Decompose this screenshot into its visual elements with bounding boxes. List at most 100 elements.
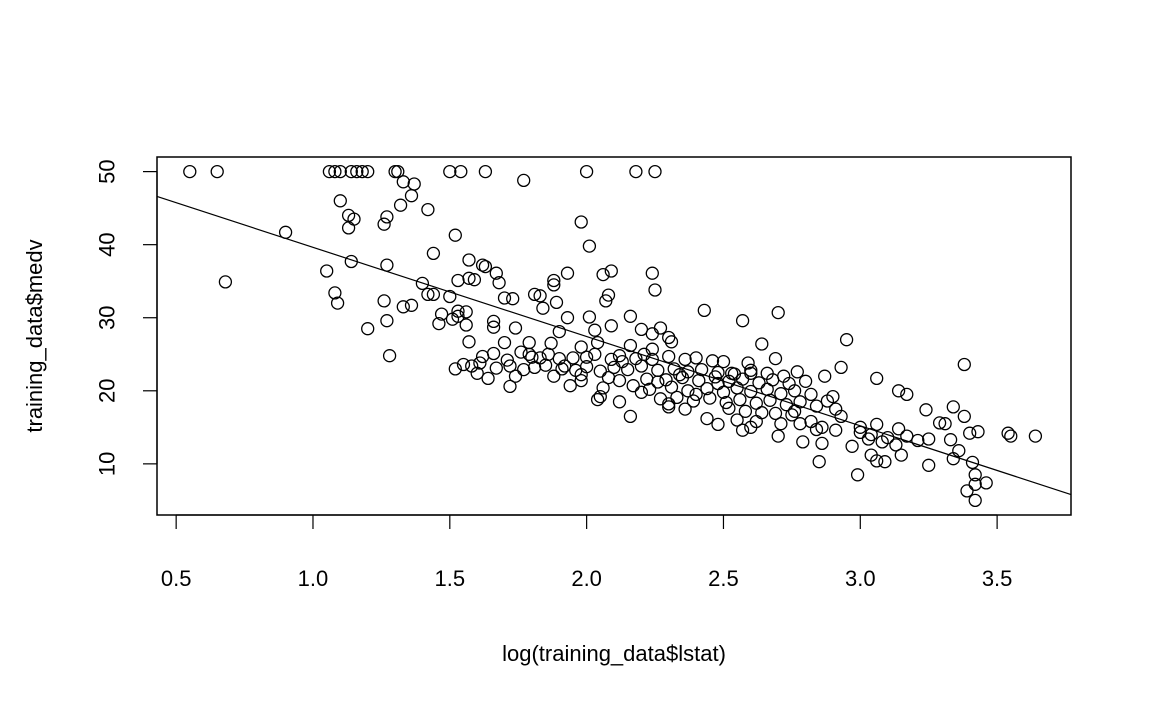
data-point [979,476,993,490]
data-point [574,215,588,229]
data-point [664,335,679,349]
data-point [922,432,936,446]
data-point [478,164,493,179]
data-point [946,400,960,414]
data-point [768,351,783,366]
y-axis: 10 20 30 40 50 [95,159,158,476]
data-point [503,359,517,373]
data-point [850,468,865,482]
data-point [673,368,687,382]
data-point [475,258,490,272]
data-point [779,398,794,412]
data-point [804,387,818,402]
data-point [626,379,640,393]
data-point [443,164,457,179]
data-point [612,373,627,388]
data-point [361,322,375,336]
y-tick-label: 30 [95,305,120,329]
data-point [506,292,520,306]
data-point [328,286,342,300]
data-point [634,385,649,399]
data-point [492,276,506,290]
data-point [834,360,848,375]
data-point [593,389,607,404]
data-point [787,404,802,418]
data-point [744,420,758,434]
data-point [393,198,408,212]
data-point [579,164,594,179]
data-point [678,402,692,416]
data-point [648,283,662,297]
x-tick-label: 3.5 [982,566,1013,591]
data-point [662,330,676,345]
x-tick-label: 1.0 [298,566,329,591]
data-point [350,164,364,179]
data-point [558,359,572,373]
data-point [957,357,971,372]
data-point [774,387,788,401]
data-point [481,371,495,386]
data-point [1004,429,1018,443]
data-point [763,393,777,407]
data-point [322,164,337,179]
data-point [462,335,476,349]
data-point [210,164,224,179]
data-point [733,392,747,407]
data-point [689,351,703,365]
data-point [960,484,974,498]
data-point [692,373,706,388]
data-point [582,310,597,324]
data-point [560,266,575,280]
data-point [1001,426,1015,440]
data-point [861,432,876,446]
data-point [725,366,739,380]
data-point [900,429,914,443]
data-point [183,164,197,179]
data-point [796,435,810,449]
data-point [593,364,607,378]
data-point [615,354,629,369]
data-point [459,318,473,332]
points-layer [183,164,1043,508]
data-point [473,356,487,370]
data-point [662,397,676,411]
data-point [391,164,405,179]
data-point [815,420,829,434]
data-point [771,429,785,443]
data-point [820,394,835,408]
data-point [443,289,457,304]
data-point [328,164,342,179]
data-point [533,289,547,303]
data-point [968,477,982,491]
data-point [497,291,512,305]
x-axis-title: log(training_data$lstat) [502,641,726,666]
data-point [771,305,785,320]
data-point [648,164,662,179]
data-point [503,379,517,394]
data-point [787,384,802,398]
data-point [700,411,714,426]
data-point [508,369,523,383]
data-point [963,426,977,440]
data-point [744,363,758,377]
data-point [500,353,514,367]
data-point [563,379,577,393]
data-point [670,390,684,405]
data-point [645,266,659,280]
data-point [588,347,602,361]
data-point [538,358,553,372]
data-point [475,349,490,364]
data-point [382,349,397,363]
data-point [634,322,649,337]
x-tick-label: 2.0 [571,566,602,591]
x-tick-label: 3.0 [845,566,876,591]
data-point [380,314,394,328]
data-point [774,417,788,431]
data-point [891,422,906,436]
data-point [582,239,597,253]
data-point [829,423,843,437]
data-point [744,366,758,380]
data-point [911,433,925,448]
data-point [952,444,966,458]
data-point [489,361,503,375]
